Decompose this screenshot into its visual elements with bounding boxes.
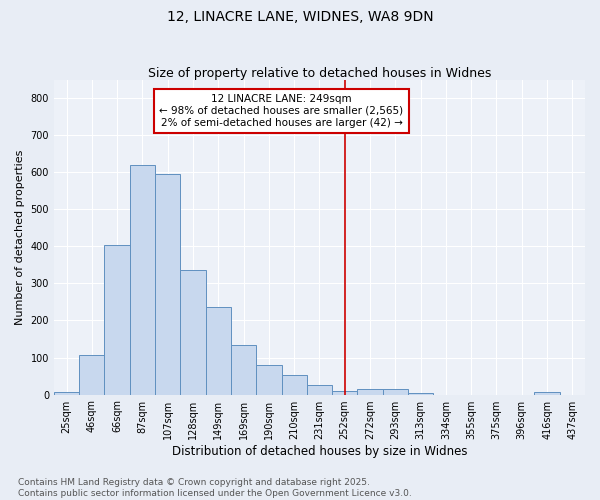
Text: 12 LINACRE LANE: 249sqm
← 98% of detached houses are smaller (2,565)
2% of semi-: 12 LINACRE LANE: 249sqm ← 98% of detache… bbox=[160, 94, 404, 128]
Bar bbox=[535, 392, 560, 394]
Bar bbox=[181, 270, 206, 394]
Text: 12, LINACRE LANE, WIDNES, WA8 9DN: 12, LINACRE LANE, WIDNES, WA8 9DN bbox=[167, 10, 433, 24]
Y-axis label: Number of detached properties: Number of detached properties bbox=[15, 150, 25, 324]
Bar bbox=[307, 385, 332, 394]
X-axis label: Distribution of detached houses by size in Widnes: Distribution of detached houses by size … bbox=[172, 444, 467, 458]
Bar bbox=[79, 354, 104, 395]
Bar bbox=[256, 365, 281, 394]
Bar bbox=[104, 245, 130, 394]
Text: Contains HM Land Registry data © Crown copyright and database right 2025.
Contai: Contains HM Land Registry data © Crown c… bbox=[18, 478, 412, 498]
Title: Size of property relative to detached houses in Widnes: Size of property relative to detached ho… bbox=[148, 66, 491, 80]
Bar bbox=[358, 389, 383, 394]
Bar bbox=[130, 165, 155, 394]
Bar bbox=[155, 174, 181, 394]
Bar bbox=[408, 393, 433, 394]
Bar bbox=[383, 389, 408, 394]
Bar bbox=[206, 306, 231, 394]
Bar bbox=[281, 376, 307, 394]
Bar bbox=[54, 392, 79, 394]
Bar bbox=[332, 391, 358, 394]
Bar bbox=[231, 344, 256, 395]
